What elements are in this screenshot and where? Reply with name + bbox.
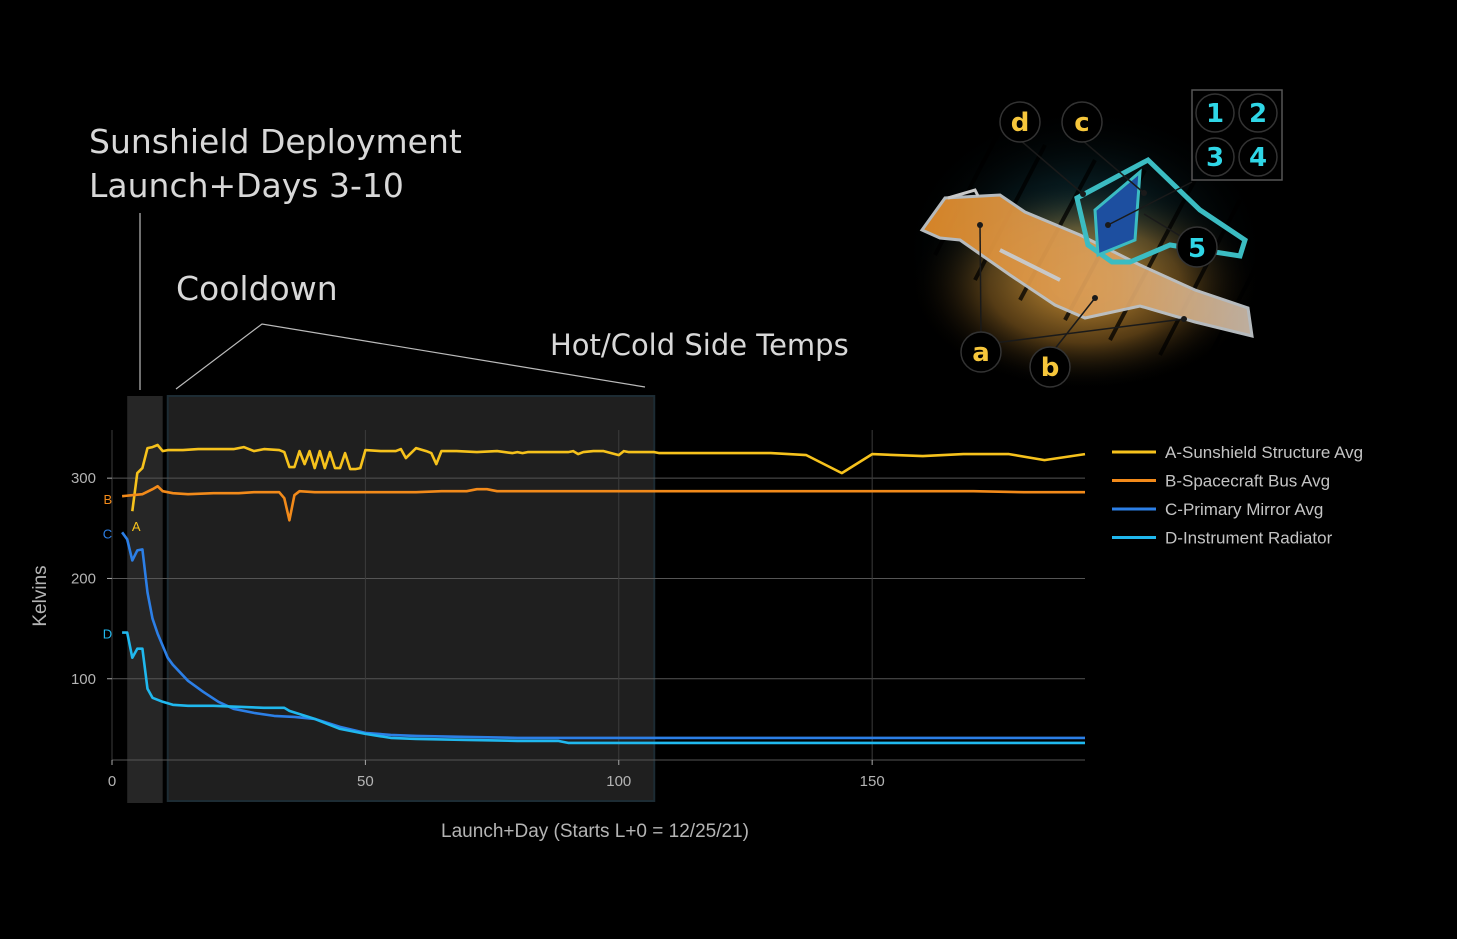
- badge-label-a: a: [972, 338, 990, 368]
- observatory-diagram: d c a b 1 23 4 5: [900, 89, 1283, 395]
- y-tick-label: 100: [71, 671, 96, 688]
- x-tick-label: 100: [606, 773, 631, 790]
- shaded-region-deployment: [127, 396, 163, 803]
- badge-label-b: b: [1041, 353, 1060, 383]
- badge-5: 5: [1176, 226, 1218, 268]
- grid-badge-3: 3: [1195, 137, 1235, 177]
- svg-text:5: 5: [1188, 234, 1206, 264]
- grid-badge-label-4: 4: [1249, 143, 1267, 173]
- grid-badge-label-2: 2: [1249, 99, 1267, 129]
- series-line-b: [121, 484, 1085, 522]
- badge-label-d: d: [1011, 108, 1030, 138]
- primary-mirror-shape: [1093, 168, 1142, 258]
- y-tick-label: 300: [71, 470, 96, 487]
- grid-badge-label-3: 3: [1206, 143, 1224, 173]
- badge-d: d: [999, 101, 1041, 143]
- series-tag-d: D: [103, 627, 112, 642]
- legend: A-Sunshield Structure Avg B-Spacecraft Bu…: [1112, 443, 1363, 548]
- sensor-grid-frame: [1191, 89, 1283, 181]
- series-tag-c: C: [103, 526, 112, 541]
- series-tag-b: B: [103, 492, 112, 507]
- grid-badge-2: 2: [1238, 93, 1278, 133]
- series-line-a: [131, 443, 1086, 512]
- series-line-d: [122, 631, 1085, 745]
- badge-c: c: [1061, 101, 1103, 143]
- series-line-c: [121, 531, 1085, 740]
- badge-label-c: c: [1074, 108, 1089, 138]
- series-tag-a: A: [132, 519, 141, 534]
- badge-b: b: [1029, 346, 1071, 388]
- x-axis-ticks: 0 50 100 150: [108, 760, 885, 790]
- shaded-regions: [127, 395, 656, 803]
- shaded-region-cooldown: [166, 395, 656, 802]
- grid-lines: [111, 430, 1085, 761]
- x-tick-label: 0: [108, 773, 116, 790]
- x-axis-title: Launch+Day (Starts L+0 = 12/25/21): [441, 821, 749, 842]
- grid-badge-4: 4: [1238, 137, 1278, 177]
- annotation-hotcold: Hot/Cold Side Temps: [550, 328, 849, 362]
- x-tick-label: 50: [357, 773, 374, 790]
- legend-item-a: A-Sunshield Structure Avg: [1165, 443, 1363, 462]
- grid-badge-label-1: 1: [1206, 99, 1224, 129]
- annotation-cooldown: Cooldown: [176, 269, 338, 308]
- badge-a: a: [960, 331, 1002, 373]
- y-axis-title: Kelvins: [30, 565, 51, 626]
- legend-item-b: B-Spacecraft Bus Avg: [1165, 472, 1330, 491]
- legend-item-d: D-Instrument Radiator: [1165, 529, 1333, 548]
- y-axis-ticks: 100 200 300: [71, 470, 112, 688]
- series-lines: A B C D: [103, 443, 1086, 745]
- sunshield-shape: [919, 193, 1254, 338]
- cooldown-pointer: [175, 323, 646, 390]
- x-tick-label: 150: [860, 773, 885, 790]
- y-tick-label: 200: [71, 570, 96, 587]
- grid-badge-1: 1: [1195, 93, 1235, 133]
- legend-item-c: C-Primary Mirror Avg: [1165, 500, 1323, 519]
- annotation-deployment-line2: Launch+Days 3-10: [89, 166, 404, 205]
- annotation-deployment-line1: Sunshield Deployment: [89, 122, 462, 161]
